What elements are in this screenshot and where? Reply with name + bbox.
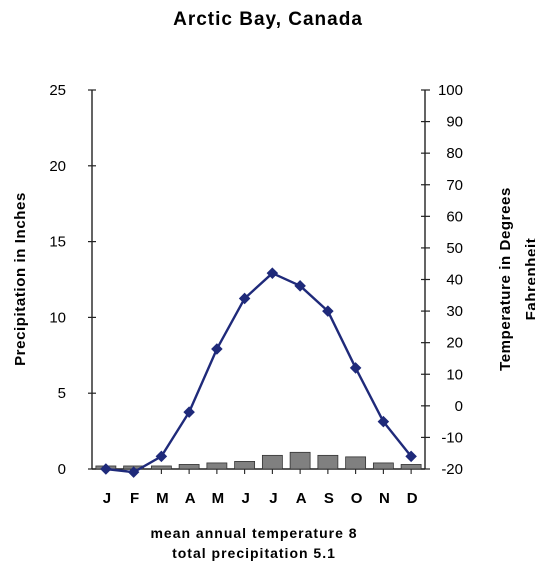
month-label: S (324, 490, 334, 507)
month-label: M (156, 490, 169, 507)
right-tick-label: 70 (446, 177, 463, 194)
left-tick-label: 25 (49, 82, 66, 99)
month-label: M (212, 490, 225, 507)
month-label: J (269, 490, 277, 507)
month-label: O (351, 490, 363, 507)
precipitation-bar (178, 464, 200, 470)
month-label: J (103, 490, 111, 507)
temperature-point (211, 343, 223, 355)
right-tick-label: -20 (441, 461, 463, 478)
footer-line-1: mean annual temperature 8 (150, 525, 357, 541)
temperature-line-group (104, 271, 413, 474)
temperature-point (127, 466, 140, 478)
precipitation-bar (289, 451, 311, 470)
left-tick-label: 5 (58, 385, 66, 402)
precipitation-bar (317, 454, 339, 470)
right-tick-label: 10 (446, 366, 463, 383)
temperature-point (377, 415, 390, 428)
left-tick-label: 15 (49, 234, 66, 251)
right-tick-label: -10 (441, 429, 463, 446)
footer-line-2: total precipitation 5.1 (172, 545, 336, 561)
right-axis-label-line-2: Fahrenheit (523, 238, 535, 321)
precipitation-bar (261, 454, 283, 470)
left-axis-title: Precipitation in Inches (12, 192, 29, 366)
temperature-point (266, 267, 279, 279)
temperature-point (183, 406, 195, 418)
left-axis: 0 5 10 15 20 25 (49, 82, 96, 478)
temperature-line (104, 271, 413, 474)
month-label: A (185, 490, 196, 507)
precipitation-bar (400, 464, 422, 470)
right-axis-label-line-1: Temperature in Degrees (497, 187, 514, 371)
right-tick-label: 60 (446, 208, 463, 225)
precipitation-bar (345, 456, 367, 470)
temperature-point (100, 463, 112, 475)
left-tick-label: 0 (58, 461, 66, 478)
left-tick-label: 20 (49, 158, 66, 175)
right-axis-title: Temperature in Degrees Fahrenheit (497, 187, 535, 371)
precipitation-bar (150, 465, 172, 470)
right-tick-label: 50 (446, 240, 463, 257)
month-label: A (296, 490, 307, 507)
temperature-point (294, 280, 306, 292)
month-label: D (407, 490, 418, 507)
temperature-point (322, 305, 334, 317)
right-tick-label: 80 (446, 145, 463, 162)
right-tick-label: 100 (438, 82, 463, 99)
right-tick-label: 0 (455, 398, 463, 415)
left-tick-label: 10 (49, 309, 66, 326)
precipitation-bar (234, 461, 256, 470)
temperature-point (155, 450, 168, 463)
month-label: F (130, 490, 139, 507)
temperature-point (238, 292, 251, 305)
month-label: N (379, 490, 390, 507)
temperature-point (405, 450, 417, 463)
right-axis: -20 -10 0 10 20 30 40 50 60 70 80 90 100 (421, 82, 463, 478)
chart-title: Arctic Bay, Canada (173, 9, 363, 30)
temperature-point (349, 362, 362, 374)
right-tick-label: 20 (446, 335, 463, 352)
precipitation-bar (372, 462, 394, 470)
left-axis-label: Precipitation in Inches (12, 192, 29, 366)
right-tick-label: 40 (446, 272, 463, 289)
right-tick-label: 30 (446, 303, 463, 320)
precipitation-bar (206, 462, 228, 470)
month-label: J (241, 490, 249, 507)
right-tick-label: 90 (446, 114, 463, 131)
temperature-points (100, 267, 417, 478)
precipitation-bars (95, 451, 422, 470)
